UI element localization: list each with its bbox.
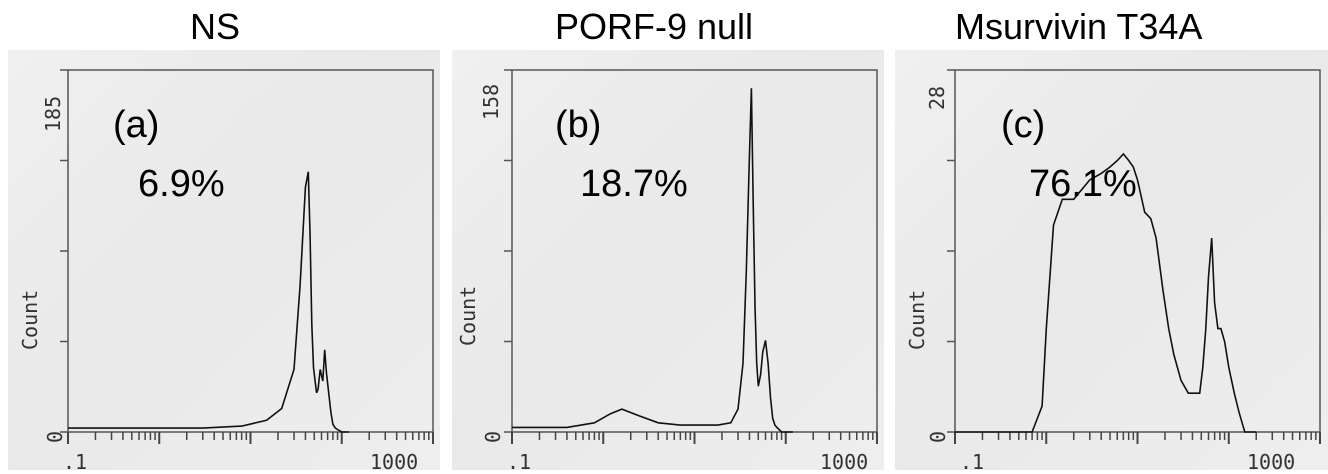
panel-b-xmax-label: 1000 <box>820 450 869 474</box>
panel-c-ylabel: Count <box>905 289 929 350</box>
panel-b-xmin-label: .1 <box>507 450 532 474</box>
panel-c-title: Msurvivin T34A <box>955 6 1203 47</box>
panel-a-yzero: 0 <box>43 430 67 443</box>
panel-a-histogram-line <box>68 171 349 433</box>
panel-c-label: (c) <box>1001 104 1046 146</box>
panel-c-plot <box>947 69 1321 444</box>
panel-a-percentage: 6.9% <box>138 163 225 205</box>
panel-b-percentage: 18.7% <box>580 163 688 205</box>
panel-b-title: PORF-9 null <box>555 6 754 47</box>
panel-a-label: (a) <box>113 104 160 146</box>
panel-c-xmin-label: .1 <box>960 450 985 474</box>
panel-a-xmin-label: .1 <box>63 450 88 474</box>
panel-a-plot <box>60 69 434 444</box>
panel-a-ylabel: Count <box>18 289 42 350</box>
panel-a-title: NS <box>190 6 241 47</box>
panel-b-yzero: 0 <box>481 430 505 443</box>
panel-a: (a) 6.9% Count 185 0 .1 1000 <box>8 50 440 474</box>
panel-b-plot <box>504 69 878 444</box>
panel-b-background <box>452 50 884 470</box>
panel-b: (b) 18.7% Count 158 0 .1 1000 <box>452 50 884 474</box>
panel-c-ymax: 28 <box>925 85 949 110</box>
panel-b-histogram-line <box>512 88 793 433</box>
panel-c-xmax-label: 1000 <box>1247 450 1296 474</box>
panel-c-histogram-line <box>955 152 1257 433</box>
panel-a-background <box>8 50 440 470</box>
panel-c: (c) 76.1% Count 28 0 .1 1000 <box>895 50 1328 474</box>
panel-c-percentage: 76.1% <box>1029 163 1137 205</box>
panel-b-ylabel: Count <box>456 285 480 346</box>
panel-a-ymax: 185 <box>41 95 65 132</box>
panel-b-ymax: 158 <box>479 83 503 120</box>
panel-b-label: (b) <box>555 104 602 146</box>
panel-c-yzero: 0 <box>926 430 950 443</box>
panel-a-xmax-label: 1000 <box>370 450 419 474</box>
panel-c-background <box>895 50 1328 470</box>
